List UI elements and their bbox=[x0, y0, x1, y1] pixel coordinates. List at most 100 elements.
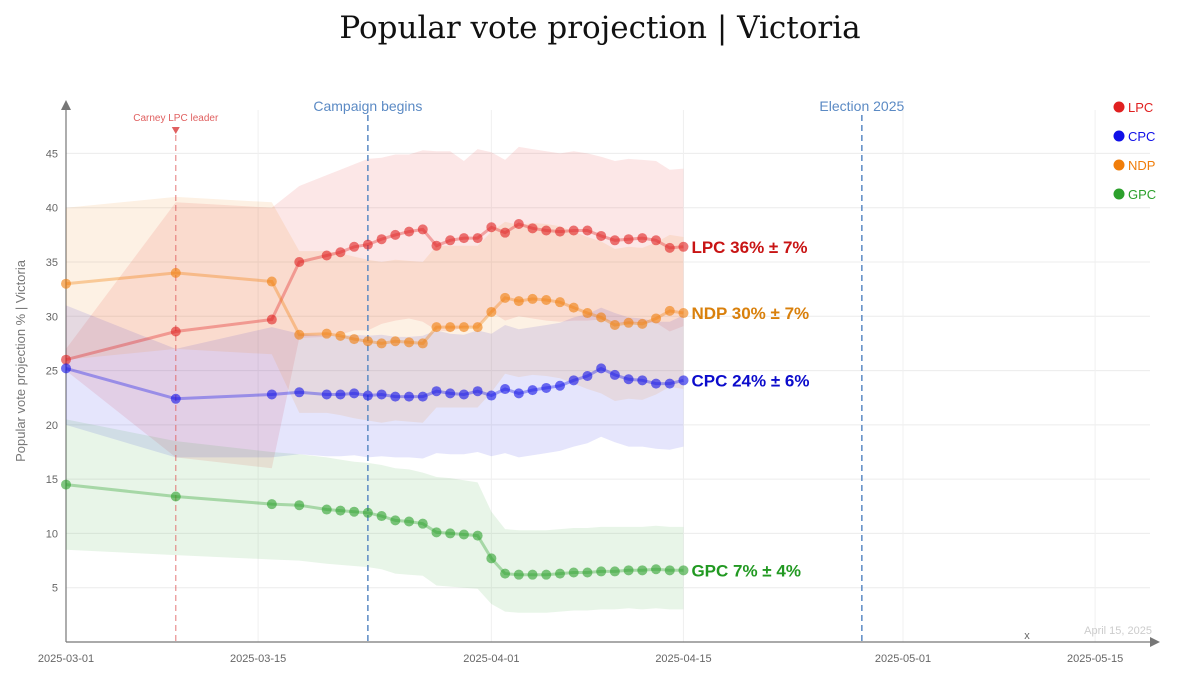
cpc-data-point bbox=[541, 382, 552, 393]
lpc-data-point bbox=[458, 233, 469, 244]
ndp-data-point bbox=[554, 297, 565, 308]
gpc-data-point bbox=[541, 569, 552, 580]
ndp-data-point bbox=[609, 319, 620, 330]
annotation-label: Carney LPC leader bbox=[133, 113, 219, 124]
cpc-data-point bbox=[404, 391, 415, 402]
lpc-data-point bbox=[664, 242, 675, 253]
ndp-data-point bbox=[445, 322, 456, 333]
gpc-data-point bbox=[445, 528, 456, 539]
chart-title: Popular vote projection | Victoria bbox=[339, 10, 861, 46]
date-credit: April 15, 2025 bbox=[1084, 625, 1152, 637]
lpc-data-point bbox=[678, 241, 689, 252]
cpc-data-point bbox=[554, 380, 565, 391]
gpc-data-point bbox=[527, 569, 538, 580]
lpc-data-point bbox=[513, 219, 524, 229]
x-tick-label: 2025-04-01 bbox=[463, 653, 519, 665]
cpc-data-point bbox=[651, 378, 662, 389]
gpc-data-point bbox=[376, 511, 387, 522]
ndp-data-point bbox=[349, 334, 360, 345]
cpc-data-point bbox=[500, 384, 511, 395]
ndp-data-point bbox=[582, 308, 593, 319]
lpc-data-point bbox=[500, 227, 511, 238]
cpc-data-point bbox=[664, 378, 675, 389]
y-axis-label: Popular vote projection % | Victoria bbox=[13, 259, 28, 462]
cpc-data-point bbox=[637, 375, 648, 386]
x-tick-label: 2025-03-15 bbox=[230, 653, 286, 665]
x-axis-arrow-icon bbox=[1150, 637, 1160, 647]
lpc-end-label: LPC 36% ± 7% bbox=[691, 238, 807, 257]
ndp-data-point bbox=[500, 292, 511, 303]
lpc-data-point bbox=[404, 226, 415, 237]
ndp-data-point bbox=[486, 306, 497, 317]
lpc-data-point bbox=[349, 241, 360, 252]
gpc-data-point bbox=[472, 530, 483, 541]
ndp-data-point bbox=[390, 336, 401, 347]
cpc-data-point bbox=[390, 391, 401, 402]
x-tick-label: 2025-04-15 bbox=[655, 653, 711, 665]
lpc-data-point bbox=[335, 247, 346, 258]
lpc-data-point bbox=[486, 222, 497, 233]
lpc-data-point bbox=[568, 225, 579, 236]
cpc-data-point bbox=[431, 386, 442, 397]
cpc-data-point bbox=[596, 363, 607, 374]
gpc-data-point bbox=[568, 567, 579, 578]
cpc-data-point bbox=[568, 375, 579, 386]
ndp-data-point bbox=[417, 338, 428, 349]
gpc-data-point bbox=[678, 565, 689, 576]
cpc-data-point bbox=[513, 388, 524, 399]
gpc-data-point bbox=[417, 518, 428, 529]
ndp-data-point bbox=[541, 295, 552, 305]
gpc-data-point bbox=[596, 566, 607, 577]
ndp-end-label: NDP 30% ± 7% bbox=[691, 304, 809, 323]
ndp-data-point bbox=[294, 329, 305, 340]
annotation-marker-icon bbox=[171, 127, 180, 134]
gpc-data-point bbox=[651, 564, 662, 575]
lpc-data-point bbox=[321, 250, 332, 261]
cpc-end-label: CPC 24% ± 6% bbox=[691, 371, 809, 390]
gpc-data-point bbox=[664, 565, 675, 576]
lpc-data-point bbox=[61, 354, 71, 365]
ndp-data-point bbox=[404, 337, 415, 348]
annotation-label: Election 2025 bbox=[819, 98, 904, 114]
gpc-data-point bbox=[431, 527, 442, 538]
lpc-data-point bbox=[554, 226, 565, 237]
x-tick-label: 2025-05-15 bbox=[1067, 653, 1123, 665]
lpc-data-point bbox=[651, 235, 662, 246]
legend-lpc-label: LPC bbox=[1128, 100, 1153, 115]
cpc-data-point bbox=[582, 371, 593, 381]
legend-cpc-swatch-icon bbox=[1113, 130, 1125, 142]
x-tick-label: 2025-03-01 bbox=[38, 653, 94, 665]
lpc-data-point bbox=[376, 234, 387, 245]
cpc-data-point bbox=[527, 385, 538, 396]
y-tick-label: 5 bbox=[52, 583, 58, 595]
y-tick-label: 45 bbox=[46, 148, 58, 160]
gpc-data-point bbox=[486, 553, 497, 564]
gpc-data-point bbox=[390, 515, 401, 526]
ndp-data-point bbox=[431, 322, 442, 333]
cpc-data-point bbox=[335, 389, 346, 400]
gpc-data-point bbox=[623, 565, 634, 576]
lpc-data-point bbox=[596, 230, 607, 241]
lpc-data-point bbox=[623, 234, 634, 245]
ndp-data-point bbox=[596, 312, 607, 323]
y-tick-label: 15 bbox=[46, 474, 58, 486]
ndp-data-point bbox=[623, 317, 634, 328]
gpc-data-point bbox=[321, 504, 332, 515]
cpc-data-point bbox=[417, 391, 428, 402]
legend-gpc-label: GPC bbox=[1128, 187, 1156, 202]
legend-gpc-swatch-icon bbox=[1113, 188, 1125, 200]
y-tick-label: 30 bbox=[46, 311, 58, 323]
legend-lpc-swatch-icon bbox=[1113, 101, 1125, 113]
cpc-data-point bbox=[445, 388, 456, 399]
cpc-data-point bbox=[170, 393, 181, 404]
ndp-data-point bbox=[266, 276, 277, 287]
ndp-data-point bbox=[513, 296, 524, 307]
lpc-data-point bbox=[609, 235, 620, 246]
gpc-data-point bbox=[294, 500, 305, 511]
cpc-data-point bbox=[623, 374, 634, 385]
annotation-label: Campaign begins bbox=[313, 98, 422, 114]
cpc-data-point bbox=[266, 389, 277, 400]
gpc-data-point bbox=[500, 568, 511, 579]
ndp-data-point bbox=[568, 302, 579, 313]
